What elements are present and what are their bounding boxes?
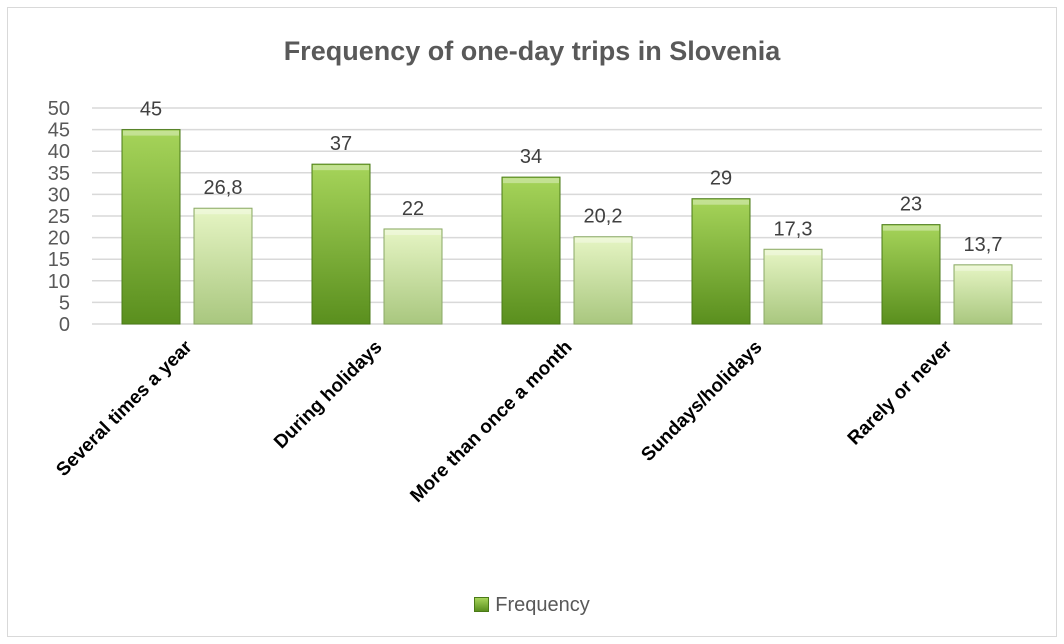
y-tick-label: 0 (59, 314, 70, 336)
data-label: 23 (900, 194, 922, 216)
data-label: 26,8 (204, 177, 243, 199)
data-labels: 45 26,8 37 22 34 20,2 29 17,3 23 13,7 (140, 99, 1003, 256)
bar-highlight (313, 165, 369, 171)
y-tick-label: 45 (48, 120, 70, 142)
data-label: 13,7 (964, 234, 1003, 256)
data-label: 20,2 (584, 206, 623, 228)
legend: Frequency (0, 594, 1064, 617)
y-tick-label: 25 (48, 206, 70, 228)
bar (763, 248, 823, 325)
bar (573, 236, 633, 325)
y-tick-label: 50 (48, 98, 70, 120)
bar-highlight (123, 130, 179, 136)
bar-highlight (575, 237, 631, 243)
chart-title: Frequency of one-day trips in Slovenia (283, 36, 781, 66)
bar-highlight (955, 265, 1011, 271)
y-tick-label: 15 (48, 249, 70, 271)
y-tick-label: 5 (59, 292, 70, 314)
y-tick-label: 35 (48, 163, 70, 185)
bar (121, 129, 181, 325)
x-tick-label: More than once a month (406, 337, 576, 507)
bar (953, 264, 1013, 325)
bar-highlight (503, 178, 559, 184)
y-tick-label: 30 (48, 184, 70, 206)
legend-label-frequency: Frequency (495, 594, 590, 616)
bar (311, 163, 371, 325)
bar-highlight (195, 209, 251, 215)
bars (121, 129, 1013, 325)
x-tick-label: Several times a year (52, 336, 196, 480)
bar-highlight (883, 225, 939, 231)
data-label: 22 (402, 198, 424, 220)
bar (193, 207, 253, 325)
bar (383, 228, 443, 325)
legend-swatch-frequency (474, 597, 490, 612)
bar (881, 224, 941, 325)
bar (501, 176, 561, 325)
data-label: 45 (140, 99, 162, 121)
data-label: 34 (520, 146, 542, 168)
bar-highlight (385, 229, 441, 235)
x-tick-label: During holidays (270, 337, 386, 453)
y-tick-label: 20 (48, 228, 70, 250)
bar-highlight (693, 199, 749, 205)
bar (691, 198, 751, 325)
y-tick-label: 10 (48, 271, 70, 293)
data-label: 17,3 (774, 218, 813, 240)
data-label: 29 (710, 168, 732, 190)
x-axis: Several times a year During holidays More … (52, 336, 956, 507)
x-tick-label: Rarely or never (844, 336, 957, 449)
x-tick-label: Sundays/holidays (637, 337, 766, 466)
y-tick-label: 40 (48, 141, 70, 163)
data-label: 37 (330, 133, 352, 155)
bar-highlight (765, 250, 821, 256)
